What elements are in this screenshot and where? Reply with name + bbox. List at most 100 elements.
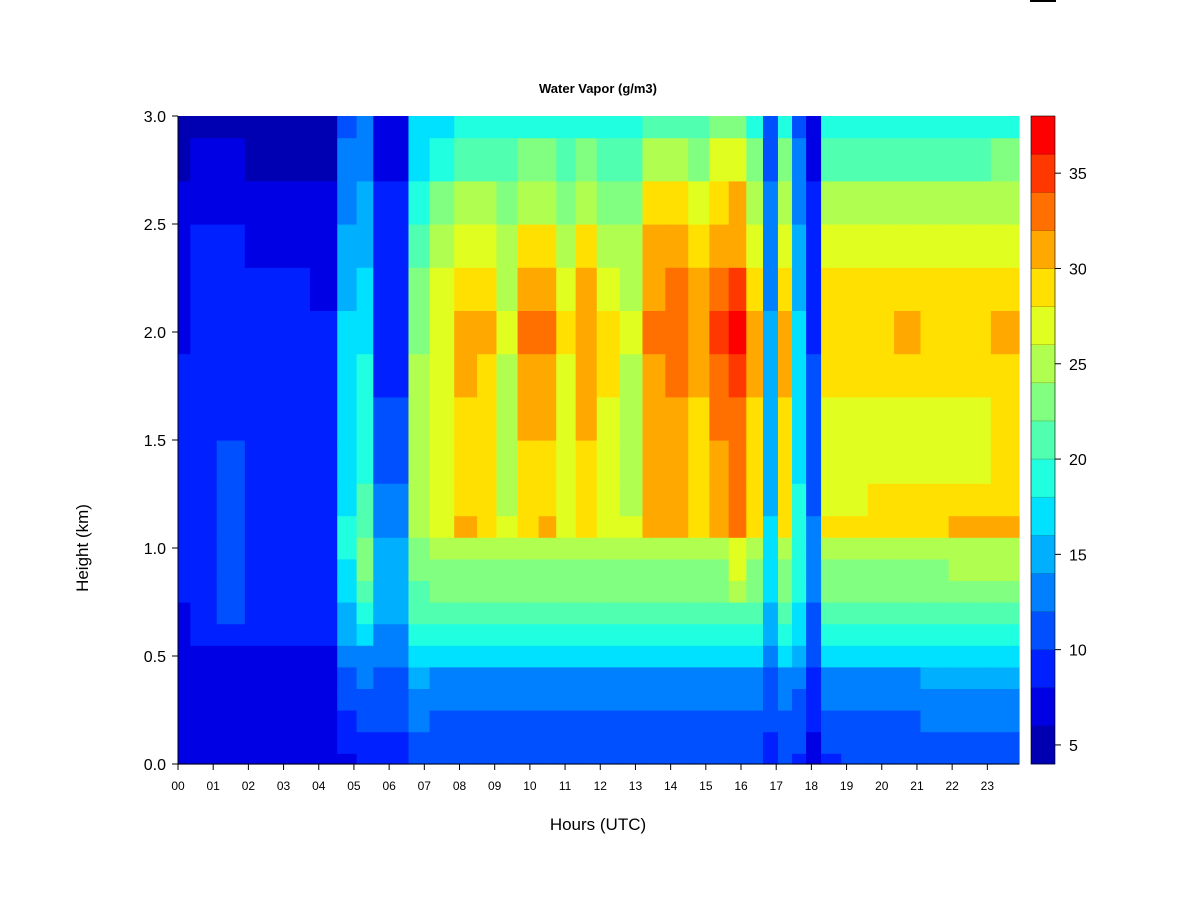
heatmap-cell	[309, 515, 338, 538]
heatmap-cell	[867, 483, 895, 517]
heatmap-cell	[642, 602, 666, 625]
heatmap-cell	[556, 116, 577, 139]
heatmap-cell	[390, 353, 410, 398]
heatmap-cell	[429, 137, 455, 182]
y-tick-label: 2.5	[144, 217, 166, 234]
colorbar-swatch	[1031, 154, 1055, 193]
heatmap-cell	[575, 116, 598, 139]
heatmap-cell	[390, 580, 410, 603]
heatmap-cell	[575, 267, 598, 311]
heatmap-cell	[517, 645, 540, 668]
heatmap-cell	[763, 688, 779, 711]
heatmap-cell	[728, 116, 747, 139]
heatmap-cell	[556, 267, 577, 311]
heatmap-cell	[408, 731, 431, 754]
heatmap-cell	[867, 353, 895, 398]
heatmap-cell	[709, 180, 730, 225]
heatmap-cell	[841, 666, 869, 689]
heatmap-cell	[894, 580, 922, 603]
heatmap-cell	[477, 267, 498, 311]
heatmap-cell	[244, 267, 278, 311]
heatmap-cell	[517, 180, 540, 225]
heatmap-cell	[496, 483, 519, 517]
heatmap-cell	[408, 137, 431, 182]
heatmap-cell	[990, 710, 1020, 733]
heatmap-cell	[596, 137, 621, 182]
heatmap-cell	[517, 267, 540, 311]
heatmap-cell	[356, 623, 374, 646]
heatmap-cell	[408, 440, 431, 484]
heatmap-cell	[619, 666, 644, 689]
heatmap-cell	[867, 396, 895, 441]
heatmap-cell	[777, 688, 793, 711]
heatmap-cell	[763, 623, 779, 646]
heatmap-cell	[373, 483, 392, 517]
heatmap-cell	[556, 645, 577, 668]
heatmap-cell	[948, 623, 992, 646]
heatmap-cell	[477, 753, 498, 765]
heatmap-cell	[948, 483, 992, 517]
heatmap-cell	[390, 440, 410, 484]
heatmap-cell	[373, 753, 392, 765]
heatmap-cell	[894, 602, 922, 625]
heatmap-cell	[477, 180, 498, 225]
heatmap-cell	[777, 224, 793, 268]
heatmap-cell	[496, 537, 519, 560]
heatmap-cell	[337, 137, 358, 182]
heatmap-cell	[806, 731, 822, 754]
heatmap-cell	[373, 224, 392, 268]
heatmap-cell	[688, 645, 710, 668]
heatmap-cell	[477, 602, 498, 625]
heatmap-cell	[373, 116, 392, 139]
heatmap-cell	[178, 710, 191, 733]
heatmap-cell	[496, 666, 519, 689]
heatmap-cell	[276, 440, 311, 484]
heatmap-cell	[190, 645, 218, 668]
heatmap-cell	[556, 688, 577, 711]
heatmap-cell	[642, 753, 666, 765]
heatmap-cell	[920, 580, 950, 603]
heatmap-cell	[496, 580, 519, 603]
heatmap-cell	[642, 731, 666, 754]
heatmap-cell	[517, 515, 540, 538]
heatmap-cell	[920, 753, 950, 765]
heatmap-cell	[538, 688, 557, 711]
heatmap-cell	[496, 224, 519, 268]
heatmap-cell	[517, 353, 540, 398]
heatmap-cell	[538, 353, 557, 398]
heatmap-cell	[746, 440, 764, 484]
heatmap-cell	[746, 602, 764, 625]
heatmap-cell	[276, 180, 311, 225]
heatmap-cell	[642, 310, 666, 355]
heatmap-cell	[244, 224, 278, 268]
heatmap-cell	[538, 710, 557, 733]
heatmap-cell	[309, 645, 338, 668]
heatmap-cell	[190, 731, 218, 754]
colorbar-tick-label: 10	[1069, 643, 1087, 660]
heatmap-cell	[356, 483, 374, 517]
heatmap-cell	[777, 558, 793, 581]
colorbar-swatch	[1031, 344, 1055, 384]
heatmap-cell	[642, 558, 666, 581]
heatmap-cell	[619, 396, 644, 441]
heatmap-cell	[728, 224, 747, 268]
x-axis: 00 01 02 03 04 05 06 07 08 09 10 11 12 13 14 15 16 17 18 19…	[171, 763, 1019, 793]
heatmap-cell	[178, 602, 191, 625]
heatmap-cell	[356, 688, 374, 711]
heatmap-cell	[337, 710, 358, 733]
heatmap-cell	[244, 580, 278, 603]
heatmap-cell	[920, 623, 950, 646]
heatmap-cell	[920, 440, 950, 484]
heatmap-cell	[619, 180, 644, 225]
heatmap-cell	[894, 710, 922, 733]
colorbar-swatch	[1031, 687, 1055, 727]
heatmap-cell	[806, 267, 822, 311]
heatmap-cell	[276, 731, 311, 754]
heatmap-cell	[356, 353, 374, 398]
heatmap-cell	[990, 396, 1020, 441]
heatmap-cell	[990, 537, 1020, 560]
heatmap-cell	[244, 180, 278, 225]
heatmap-cell	[309, 666, 338, 689]
y-tick-label: 0.0	[144, 757, 166, 774]
heatmap-cell	[390, 688, 410, 711]
